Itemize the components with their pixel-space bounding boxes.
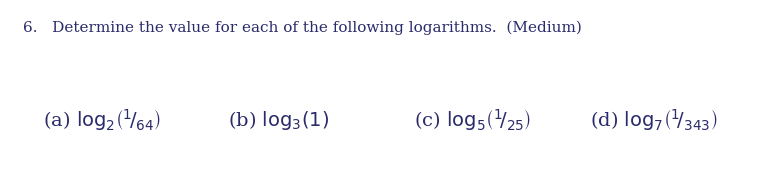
Text: (d) $\mathrm{log}_{7}\left({}^{1}\!/_{343}\right)$: (d) $\mathrm{log}_{7}\left({}^{1}\!/_{34… bbox=[590, 108, 717, 133]
Text: 6.   Determine the value for each of the following logarithms.  (Medium): 6. Determine the value for each of the f… bbox=[23, 21, 582, 35]
Text: (c) $\mathrm{log}_{5}\left({}^{1}\!/_{25}\right)$: (c) $\mathrm{log}_{5}\left({}^{1}\!/_{25… bbox=[414, 108, 532, 133]
Text: (b) $\mathrm{log}_{3}(1)$: (b) $\mathrm{log}_{3}(1)$ bbox=[228, 109, 330, 132]
Text: (a) $\mathrm{log}_{2}\left({}^{1}\!/_{64}\right)$: (a) $\mathrm{log}_{2}\left({}^{1}\!/_{64… bbox=[43, 108, 160, 133]
